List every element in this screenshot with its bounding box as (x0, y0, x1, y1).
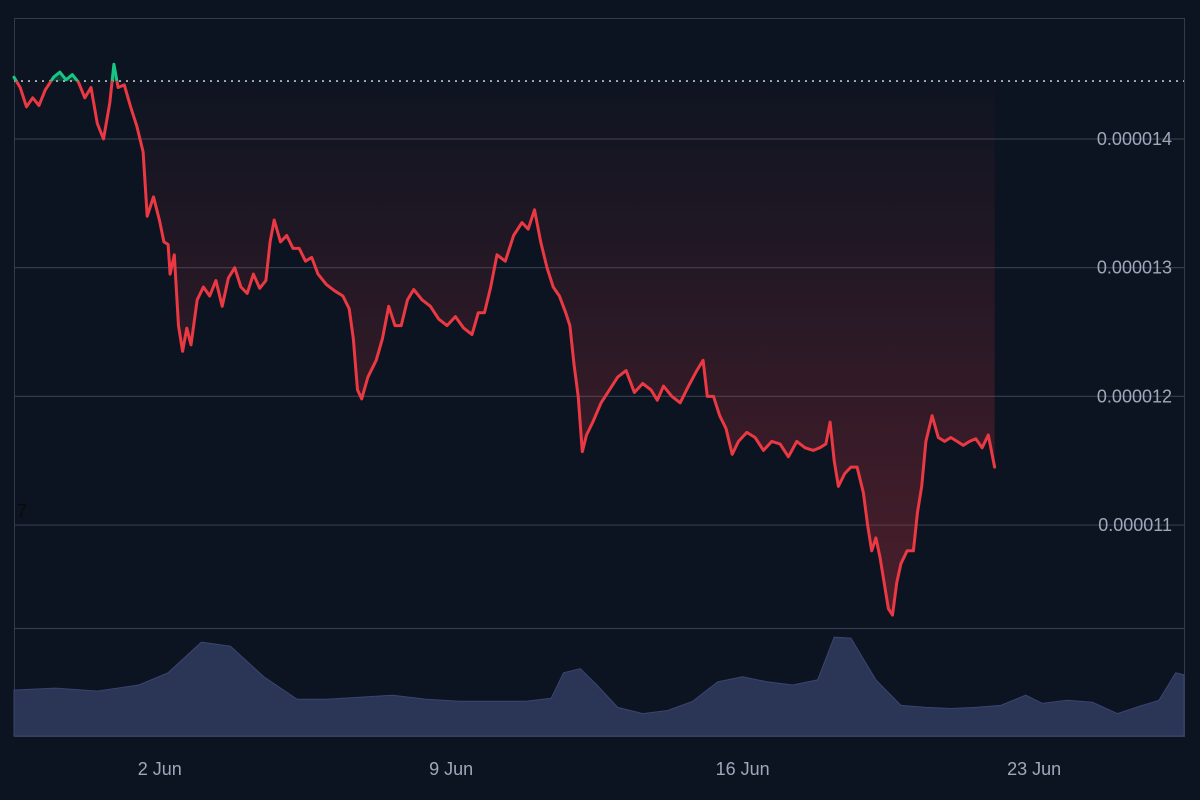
corner-label: 7 (17, 501, 27, 521)
x-tick-label: 16 Jun (716, 759, 770, 779)
x-tick-label: 23 Jun (1007, 759, 1061, 779)
x-tick-label: 9 Jun (429, 759, 473, 779)
y-tick-label: 0.000011 (1098, 515, 1172, 535)
y-tick-label: 0.000014 (1097, 129, 1172, 149)
x-tick-label: 2 Jun (138, 759, 182, 779)
price-area-below-baseline (14, 81, 995, 616)
volume-area (13, 636, 1185, 737)
y-axis-labels: 0.000014 0.000013 0.000012 0.000011 (1097, 129, 1172, 535)
price-line-below-baseline (14, 81, 997, 617)
y-tick-label: 0.000013 (1097, 258, 1172, 278)
x-axis-labels: 2 Jun 9 Jun 16 Jun 23 Jun (138, 759, 1061, 779)
y-tick-label: 0.000012 (1097, 386, 1172, 406)
